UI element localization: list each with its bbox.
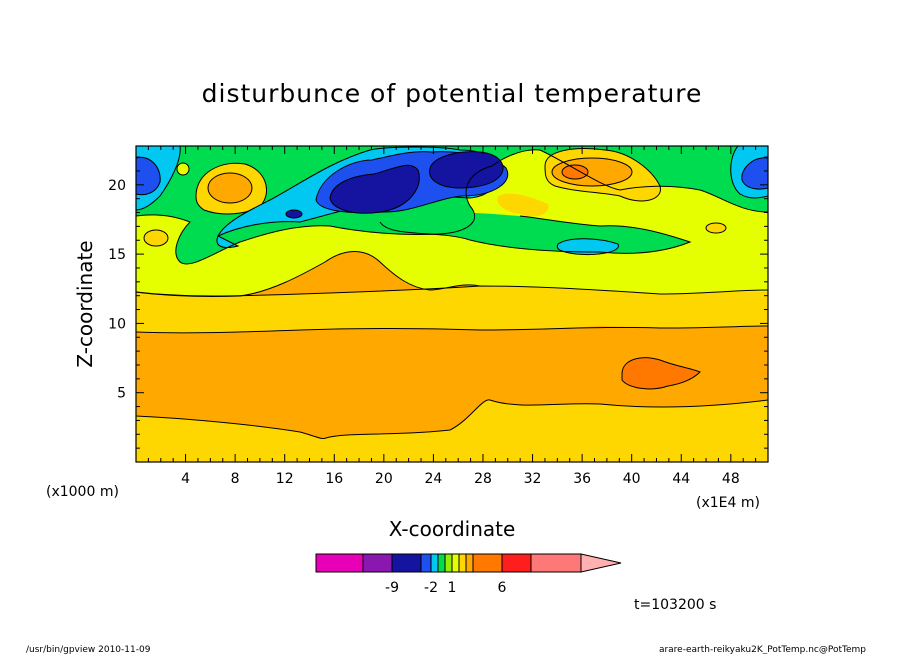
contour-line-1 — [136, 399, 768, 439]
colorbar-segment — [530, 553, 582, 573]
x-tick-label: 20 — [375, 471, 393, 487]
footer-right: arare-earth-reikyaku2K_PotTemp.nc@PotTem… — [659, 645, 866, 654]
colorbar-segment — [444, 553, 453, 573]
x-tick-label: 32 — [524, 471, 542, 487]
contour-line-6 — [379, 215, 692, 254]
x-tick-label: 44 — [672, 471, 690, 487]
x-tick-label: 8 — [231, 471, 240, 487]
contour-line-5 — [136, 149, 768, 265]
colorbar-segment — [362, 553, 393, 573]
colorbar-label: -9 — [385, 580, 399, 596]
colorbar-label: 6 — [498, 580, 507, 596]
y-tick-label: 20 — [108, 178, 126, 194]
colorbar-label: 1 — [448, 580, 457, 596]
region-gold-small — [497, 193, 549, 217]
region-red-orange — [561, 164, 589, 180]
band-lower-gold — [136, 399, 768, 462]
region-blue-left — [136, 156, 161, 196]
x-tick-label: 28 — [474, 471, 492, 487]
colorbar-segment — [465, 553, 474, 573]
region-blue-right — [741, 157, 768, 190]
region-navy-right — [429, 151, 504, 189]
x-tick-label: 24 — [424, 471, 442, 487]
x-tick-label: 48 — [722, 471, 740, 487]
contour-field — [136, 146, 768, 462]
region-gold-left — [143, 229, 169, 247]
colorbar-segment — [451, 553, 460, 573]
region-gold-dot — [705, 222, 727, 234]
contour-line-2 — [136, 325, 768, 334]
plot-frame — [135, 145, 769, 463]
colorbar-segment — [437, 553, 446, 573]
y-axis-label: Z-coordinate — [73, 240, 97, 367]
band-upper-gold — [136, 286, 768, 334]
y-scale-note: (x1000 m) — [46, 484, 119, 500]
y-tick-label: 15 — [108, 247, 126, 263]
region-navy-center — [329, 164, 420, 214]
x-axis-ticks: 4 8 12 16 20 24 28 32 36 40 44 48 — [147, 146, 769, 487]
region-navy-dot — [285, 209, 303, 219]
x-axis-label: X-coordinate — [389, 517, 516, 541]
region-red-orange-low — [621, 357, 701, 390]
colorbar-segment — [458, 553, 467, 573]
x-tick-label: 4 — [181, 471, 190, 487]
colorbar-segment — [315, 553, 364, 573]
time-label: t=103200 s — [634, 597, 716, 613]
colorbar-segment — [430, 553, 439, 573]
colorbar-segment — [391, 553, 422, 573]
x-tick-label: 40 — [623, 471, 641, 487]
y-tick-label: 5 — [117, 386, 126, 402]
footer-left: /usr/bin/gpview 2010-11-09 — [26, 645, 151, 654]
region-orange-warm — [207, 172, 253, 204]
x-tick-label: 12 — [276, 471, 294, 487]
colorbar-segment — [472, 553, 503, 573]
x-scale-note: (x1E4 m) — [696, 495, 760, 511]
colorbar: -9 -2 1 6 — [315, 553, 622, 596]
x-tick-label: 36 — [573, 471, 591, 487]
y-axis-ticks: 5 10 15 20 — [108, 156, 768, 449]
contour-line-4 — [136, 251, 481, 298]
colorbar-segment — [420, 553, 432, 573]
colorbar-label: -2 — [424, 580, 438, 596]
region-yellow-dot — [176, 162, 190, 176]
colorbar-segment — [501, 553, 532, 573]
colorbar-extension — [580, 553, 622, 573]
x-tick-label: 16 — [325, 471, 343, 487]
y-tick-label: 10 — [108, 316, 126, 332]
chart-title: disturbunce of potential temperature — [202, 79, 703, 108]
